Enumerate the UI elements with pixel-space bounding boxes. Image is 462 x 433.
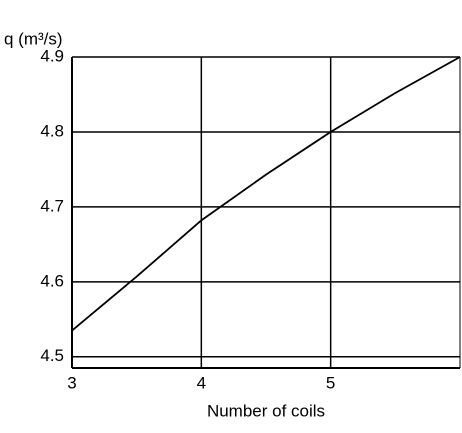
x-tick-label: 4	[197, 373, 206, 392]
y-tick-label: 4.6	[40, 271, 64, 290]
y-tick-label: 4.5	[40, 346, 64, 365]
y-tick-label: 4.7	[40, 196, 64, 215]
y-tick-label: 4.9	[40, 46, 64, 65]
data-line	[71, 56, 461, 332]
x-tick-label: 3	[67, 373, 76, 392]
x-axis-label: Number of coils	[207, 401, 325, 420]
y-axis-label: q (m³/s)	[4, 29, 63, 48]
y-tick-label: 4.8	[40, 121, 64, 140]
x-tick-label: 5	[326, 373, 335, 392]
